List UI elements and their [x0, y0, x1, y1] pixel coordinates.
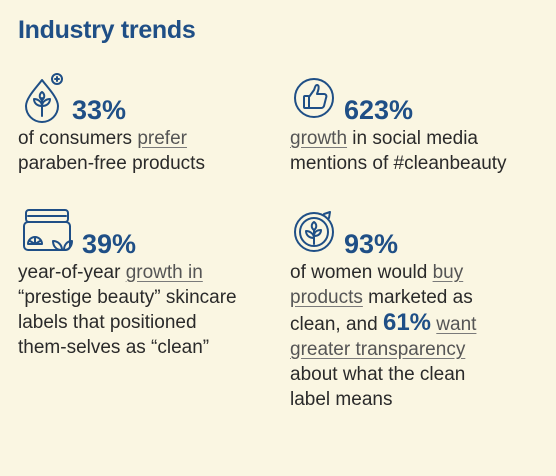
stat-line: growth in social media: [290, 128, 478, 149]
stat-line: them-selves as “clean”: [18, 337, 210, 358]
stat-line: greater transparency: [290, 337, 476, 362]
stat-prestige-skincare: 39% year-of-year growth in “prestige bea…: [18, 206, 237, 360]
stat-value: 623%: [344, 95, 414, 125]
stat-line: products marketed as: [290, 287, 473, 308]
want-link[interactable]: want: [436, 314, 477, 335]
stat-line: clean, and 61% want: [290, 309, 477, 336]
stat-line: “prestige beauty” skincare: [18, 287, 237, 308]
stat-consumers-prefer: 33% of consumers prefer paraben-free pro…: [18, 72, 205, 176]
greater-transparency-link[interactable]: greater transparency: [290, 339, 466, 360]
stat-social-growth: 623% growth in social media mentions of …: [290, 72, 507, 176]
page-title: Industry trends: [18, 16, 196, 44]
products-link[interactable]: products: [290, 287, 363, 308]
prefer-link[interactable]: prefer: [137, 128, 187, 149]
growth-link[interactable]: growth: [290, 128, 348, 149]
growth-in-link[interactable]: growth in: [125, 262, 203, 283]
thumbs-up-icon: [290, 72, 342, 124]
leaf-badge-icon: [290, 206, 342, 258]
highlight-value: 61%: [382, 309, 432, 336]
stat-line: label means: [290, 389, 393, 410]
stat-line: labels that positioned: [18, 312, 197, 333]
stat-value: 93%: [344, 229, 399, 259]
stat-line: paraben-free products: [18, 153, 205, 174]
buy-link[interactable]: buy: [432, 262, 464, 283]
stat-line: mentions of #cleanbeauty: [290, 153, 507, 174]
stat-value: 39%: [82, 229, 137, 259]
stat-line: year-of-year growth in: [18, 262, 203, 283]
stat-line: about what the clean: [290, 364, 466, 385]
stat-line: of consumers prefer: [18, 128, 187, 149]
stat-women-clean: 93% of women would buy products marketed…: [290, 206, 476, 412]
stat-line: of women would buy: [290, 262, 464, 283]
stat-value: 33%: [72, 95, 127, 125]
leaf-drop-icon: [18, 72, 70, 124]
skincare-jar-icon: [18, 206, 80, 258]
